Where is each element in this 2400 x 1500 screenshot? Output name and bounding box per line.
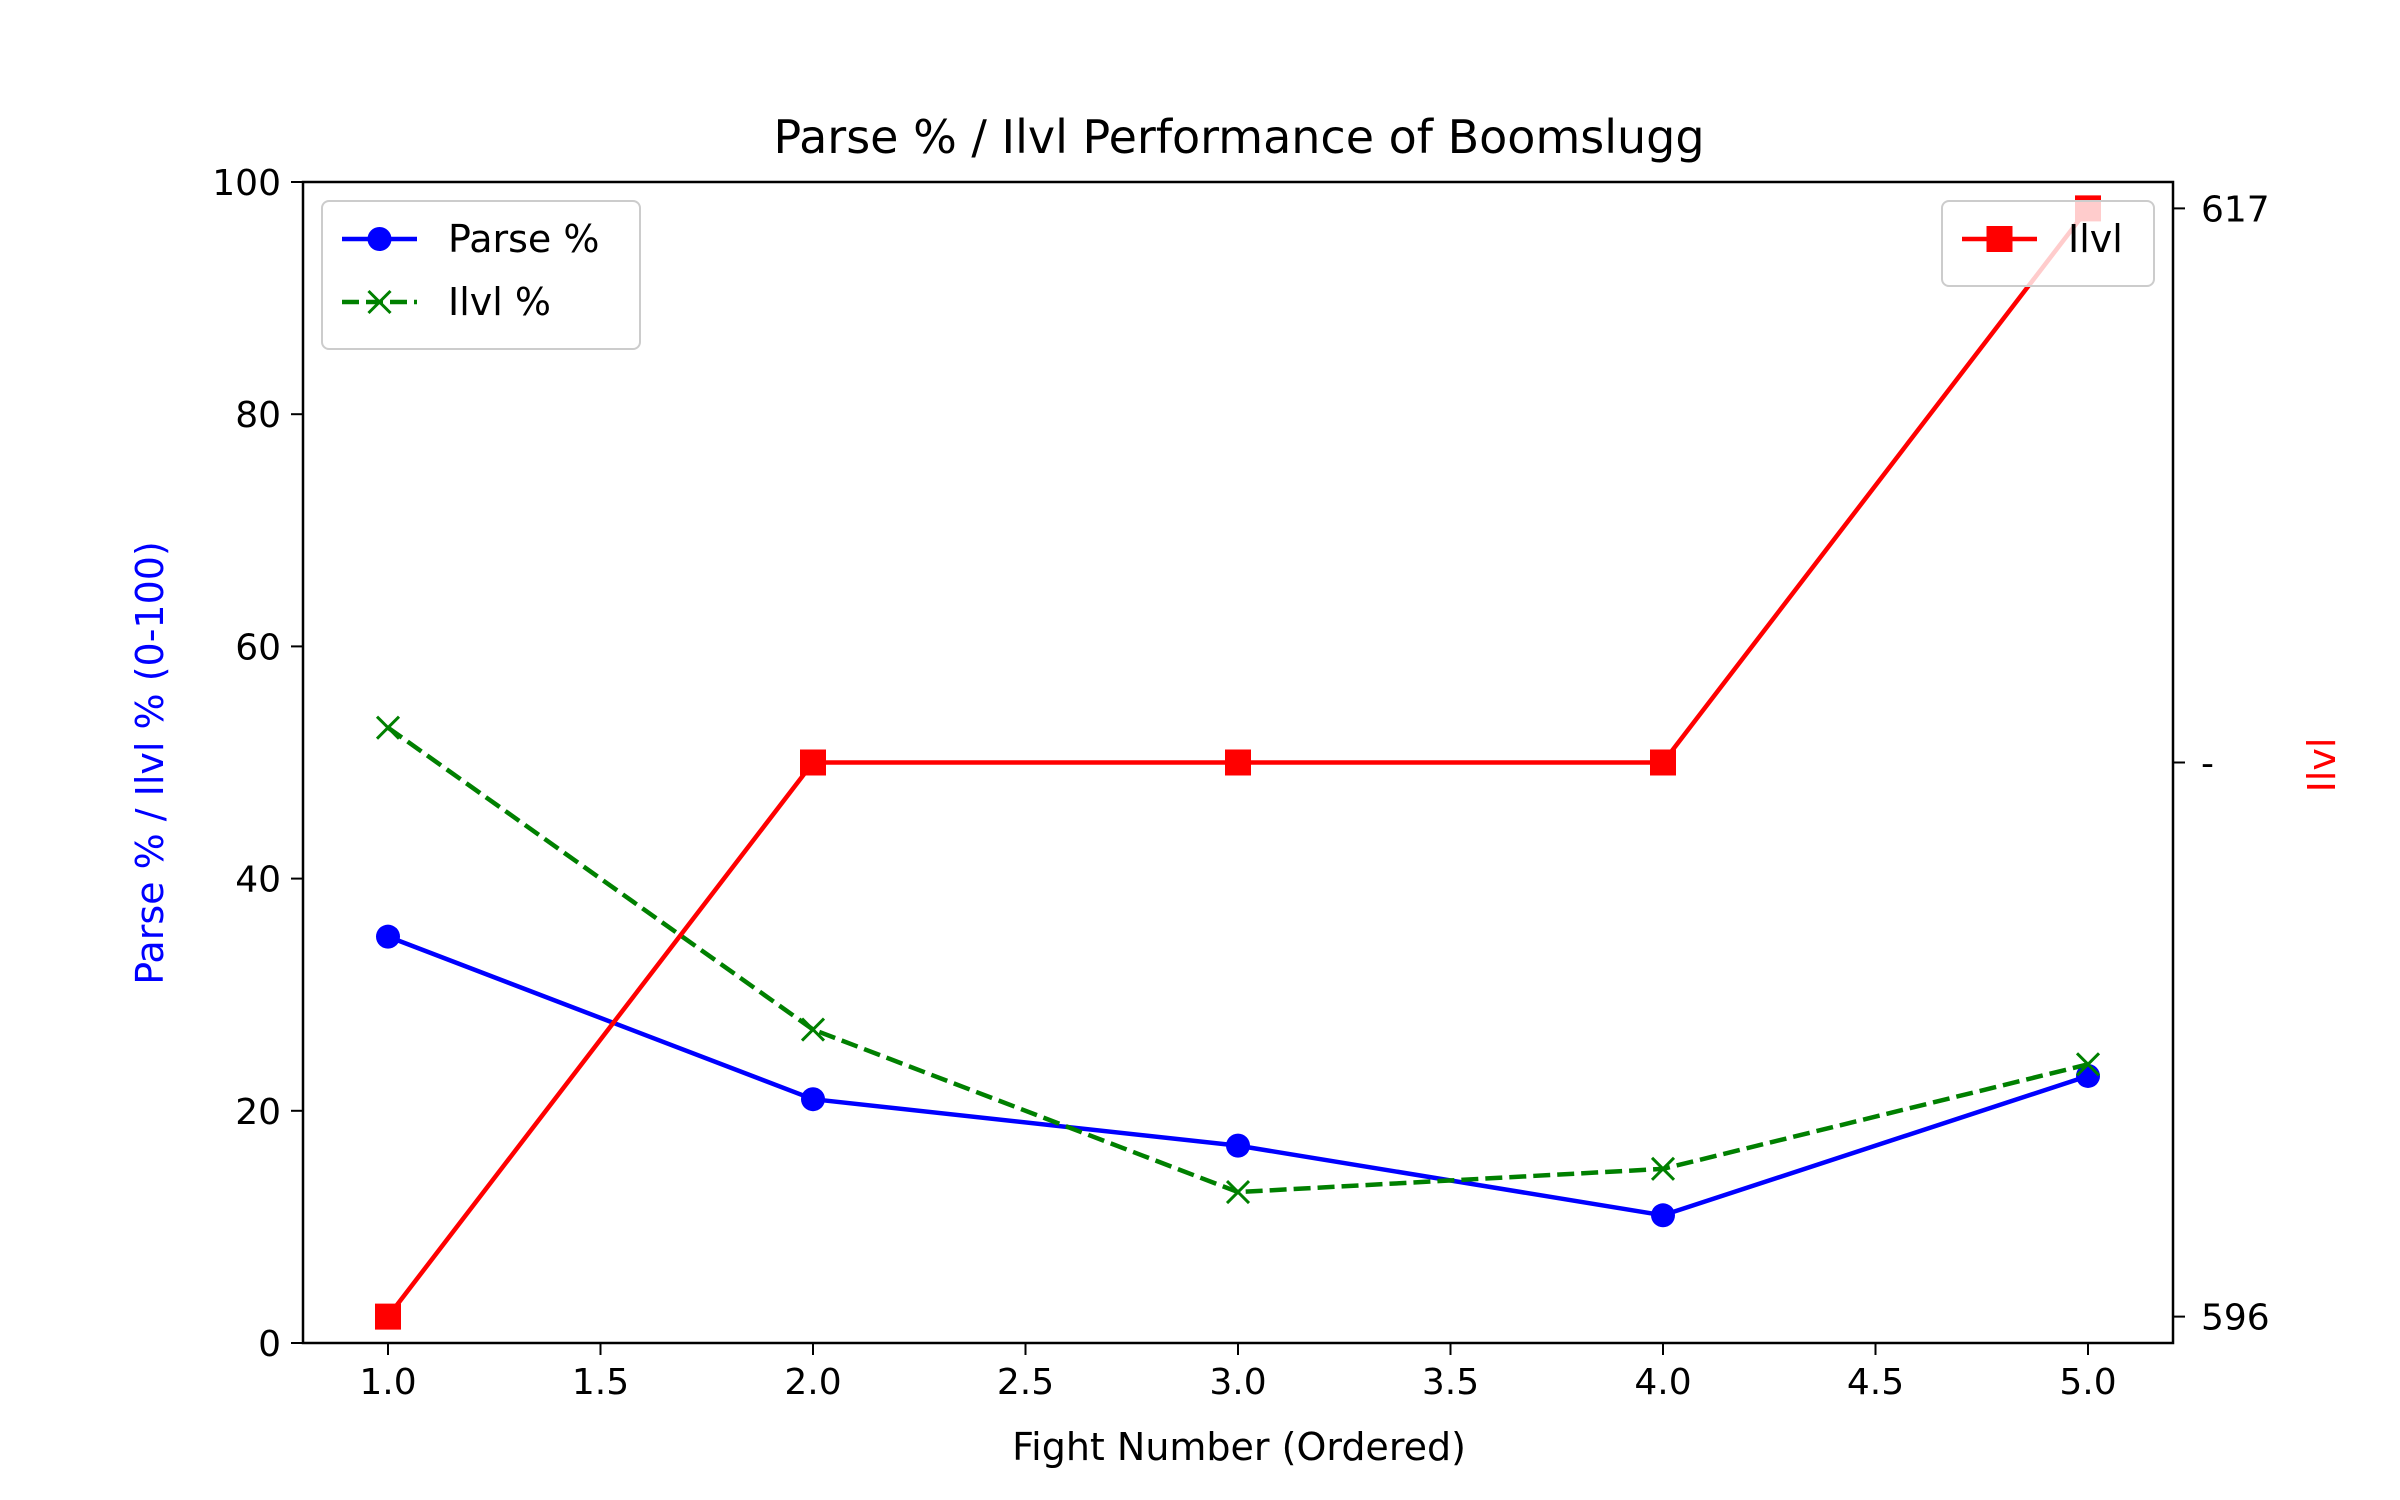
left-tick-label-4: 80: [235, 395, 281, 436]
legend-label-ilvl: Ilvl %: [448, 280, 551, 324]
x-tick-label-1: 1.5: [572, 1362, 629, 1403]
left-axis-title: Parse % / Ilvl % (0-100): [128, 541, 172, 985]
series-point-parse-3: [1226, 1133, 1250, 1158]
right-tick-label-1: -: [2201, 744, 2214, 785]
series-point-ilvl-3: [1225, 749, 1251, 776]
legend-marker-ilvl: [367, 289, 392, 315]
series-point-ilvl-2: [800, 1017, 826, 1042]
chart-title: Parse % / Ilvl Performance of Boomslugg: [773, 110, 1704, 164]
left-tick-label-0: 0: [258, 1324, 281, 1365]
right-axis-title: Ilvl: [2300, 738, 2344, 793]
x-tick-label-3: 2.5: [997, 1362, 1054, 1403]
series-point-parse-4: [1651, 1203, 1675, 1228]
x-tick-label-6: 4.0: [1634, 1362, 1691, 1403]
plot-frame: [301, 180, 2175, 1345]
series-ilvl: [386, 725, 2089, 1195]
legend-label-ilvl: Ilvl: [2068, 217, 2123, 261]
series-point-ilvl-4: [1650, 1156, 1676, 1181]
plot-area: 1.0 1.5 2.0 2.5 3.0 3.5 4.0 4.5 5.0 0 20 40 60 80 100 5…: [212, 163, 2269, 1403]
legend-box: [1941, 200, 2155, 287]
series-point-ilvl-4: [1650, 749, 1676, 776]
series-point-parse-2: [801, 1087, 825, 1112]
series-point-ilvl-3: [1225, 1180, 1251, 1205]
x-tick-label-4: 3.0: [1209, 1362, 1266, 1403]
series-parse: [387, 934, 2089, 1218]
legend-upper-right: Ilvl: [1941, 200, 2155, 287]
series-point-parse-1: [376, 924, 400, 949]
x-axis-title: Fight Number (Ordered): [1012, 1425, 1466, 1469]
series-point-ilvl-1: [375, 715, 401, 740]
x-tick-label-7: 4.5: [1847, 1362, 1904, 1403]
legend-label-parse: Parse %: [448, 217, 599, 261]
legend-upper-left: Parse % Ilvl %: [321, 200, 641, 350]
series-point-ilvl-5: [2075, 1052, 2101, 1077]
x-tick-label-5: 3.5: [1422, 1362, 1479, 1403]
series-point-ilvl-2: [800, 749, 826, 776]
left-tick-label-2: 40: [235, 860, 281, 901]
legend-marker-ilvl: [1986, 226, 2013, 252]
x-tick-label-8: 5.0: [2059, 1362, 2116, 1403]
right-tick-label-0: 596: [2201, 1298, 2270, 1339]
x-tick-label-2: 2.0: [784, 1362, 841, 1403]
series-point-ilvl-1: [375, 1303, 401, 1330]
series-line-parse: [387, 934, 2089, 1218]
x-tick-label-0: 1.0: [359, 1362, 416, 1403]
left-tick-label-1: 20: [235, 1092, 281, 1133]
left-tick-label-3: 60: [235, 627, 281, 668]
right-tick-label-2: 617: [2201, 189, 2270, 230]
series-line-ilvl: [386, 725, 2089, 1195]
left-tick-label-5: 100: [212, 163, 281, 204]
legend-marker-parse: [367, 227, 392, 251]
